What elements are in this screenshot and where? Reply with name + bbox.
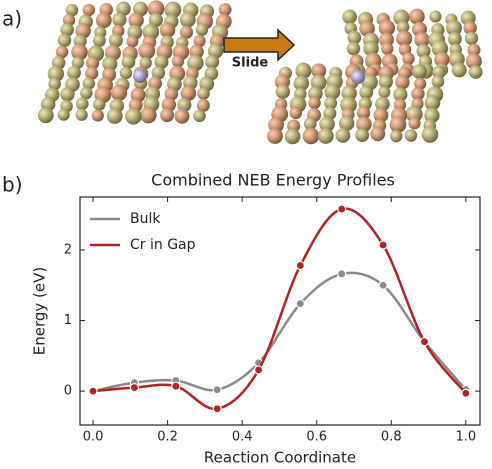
atom	[175, 109, 190, 124]
y-tick-label: 1	[64, 313, 72, 328]
atom	[409, 9, 425, 25]
y-axis-label: Energy (eV)	[31, 267, 49, 355]
atom	[370, 126, 385, 141]
atom	[126, 35, 138, 47]
annotation: Slide	[232, 56, 269, 71]
atom	[429, 10, 441, 22]
atom	[76, 109, 88, 121]
atom	[336, 128, 351, 143]
data-point	[213, 386, 221, 394]
atom	[205, 55, 219, 69]
atom	[196, 23, 208, 35]
atom	[107, 108, 123, 124]
atom	[405, 129, 418, 142]
atom	[355, 128, 369, 142]
x-tick-label: 1.0	[455, 430, 476, 445]
atom	[58, 109, 70, 121]
x-tick-label: 0.6	[306, 430, 327, 445]
data-point	[172, 382, 180, 390]
atom	[111, 85, 127, 101]
data-point	[130, 384, 138, 392]
data-point	[379, 241, 387, 249]
atom	[359, 85, 373, 99]
atom	[290, 107, 303, 120]
data-point	[89, 387, 97, 395]
atom	[93, 98, 106, 111]
atom	[193, 110, 205, 122]
page: {"panel_labels": ["a)", "b)"], "annotati…	[0, 0, 492, 469]
atom	[267, 128, 283, 144]
x-tick-label: 0.0	[83, 430, 104, 445]
atom	[395, 75, 409, 89]
x-tick-label: 0.8	[381, 430, 402, 445]
atom	[172, 55, 184, 67]
atom	[412, 64, 427, 79]
atom	[112, 13, 126, 27]
atom	[276, 84, 290, 98]
atom	[432, 75, 445, 88]
atom	[308, 97, 321, 110]
atom	[378, 86, 390, 98]
atom	[342, 9, 357, 24]
data-point	[379, 281, 387, 289]
atom	[76, 97, 89, 110]
atom	[303, 128, 320, 145]
chart-title: Combined NEB Energy Profiles	[151, 171, 395, 190]
atom	[351, 70, 365, 84]
atom	[138, 42, 155, 59]
figure: a) Slide b) Combined NEB Energy Profiles…	[0, 0, 492, 469]
atom	[469, 65, 483, 79]
atom	[347, 42, 360, 55]
series-line	[93, 273, 466, 391]
panel-label: b)	[2, 173, 23, 197]
atom-structures	[38, 0, 483, 144]
legend-label: Bulk	[130, 211, 161, 227]
atom	[452, 63, 467, 78]
data-point	[296, 300, 304, 308]
data-point	[462, 389, 470, 397]
atom	[120, 67, 132, 79]
data-point	[338, 270, 346, 278]
atom	[180, 12, 196, 28]
atom	[125, 108, 142, 125]
atom	[197, 87, 210, 100]
data-point	[213, 405, 221, 413]
data-point	[338, 205, 346, 213]
atom	[422, 126, 439, 143]
atom	[381, 42, 393, 54]
atom	[60, 87, 74, 101]
atom	[465, 32, 478, 45]
x-tick-label: 0.4	[232, 430, 253, 445]
atom	[38, 107, 54, 123]
x-axis-label: Reaction Coordinate	[204, 449, 356, 467]
atom	[318, 128, 334, 144]
atom	[122, 55, 136, 69]
x-tick-label: 0.2	[157, 430, 178, 445]
legend-label: Cr in Gap	[130, 237, 196, 253]
atom	[390, 130, 402, 142]
atom	[133, 69, 147, 83]
atom	[285, 129, 301, 145]
atom	[408, 117, 420, 129]
atom	[92, 110, 104, 122]
atom	[402, 52, 414, 64]
y-tick-label: 0	[64, 384, 72, 399]
atom	[58, 34, 71, 47]
panel-label: a)	[2, 7, 22, 31]
data-point	[420, 338, 428, 346]
atom	[93, 34, 106, 47]
atom	[160, 108, 174, 122]
atom	[96, 12, 112, 28]
y-tick-label: 2	[64, 242, 72, 257]
plot-frame	[80, 197, 480, 425]
atom	[140, 107, 157, 124]
data-point	[255, 366, 263, 374]
atom	[83, 4, 95, 16]
data-point	[296, 261, 304, 269]
